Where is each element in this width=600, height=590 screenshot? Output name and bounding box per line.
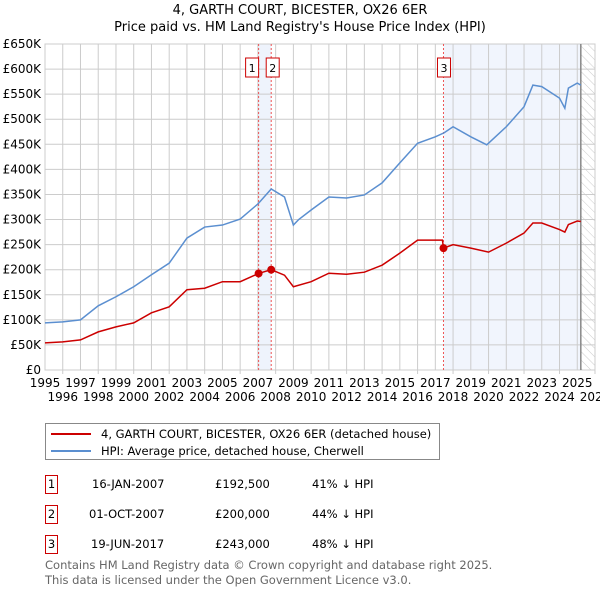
y-tick-label: £200K	[3, 263, 43, 277]
sale-point	[254, 269, 263, 278]
x-tick-label: 2013	[349, 376, 380, 390]
x-tick-label: 2024	[544, 390, 575, 404]
sale-point	[267, 265, 276, 274]
sale-row: 2 01-OCT-2007 £200,000 44% ↓ HPI	[45, 505, 405, 525]
sale-label: 1	[249, 62, 256, 75]
y-tick-label: £600K	[3, 62, 43, 76]
sale-row: 1 16-JAN-2007 £192,500 41% ↓ HPI	[45, 475, 405, 495]
chart-subtitle: Price paid vs. HM Land Registry's House …	[114, 20, 486, 35]
sale-label-box	[436, 57, 451, 78]
x-tick-label: 2023	[527, 376, 558, 390]
sale-price: £192,500	[215, 477, 270, 491]
x-tick-label: 2010	[296, 390, 327, 404]
x-tick-label: 2008	[260, 390, 291, 404]
legend-label: 4, GARTH COURT, BICESTER, OX26 6ER (deta…	[101, 426, 432, 441]
sale-label-box	[265, 57, 280, 78]
y-tick-label: £250K	[3, 238, 43, 252]
footer-license: This data is licensed under the Open Gov…	[45, 573, 412, 587]
x-tick-label: 1996	[47, 390, 78, 404]
x-tick-label: 2000	[118, 390, 149, 404]
sale-date: 01-OCT-2007	[89, 507, 165, 521]
legend-swatch-blue	[51, 449, 91, 452]
x-tick-label: 1999	[101, 376, 132, 390]
footer-copyright: Contains HM Land Registry data © Crown c…	[45, 558, 493, 572]
series-line	[44, 82, 582, 324]
y-tick-label: £650K	[3, 37, 43, 51]
sale-point	[439, 244, 448, 253]
x-tick-label: 2002	[154, 390, 185, 404]
x-tick-label: 2014	[367, 390, 398, 404]
sale-label: 2	[269, 62, 276, 75]
y-tick-label: £100K	[3, 313, 43, 327]
x-tick-label: 2018	[438, 390, 469, 404]
legend-item-property: 4, GARTH COURT, BICESTER, OX26 6ER (deta…	[51, 425, 431, 442]
legend: 4, GARTH COURT, BICESTER, OX26 6ER (deta…	[45, 423, 441, 460]
x-tick-label: 2015	[385, 376, 416, 390]
x-tick-label: 2007	[243, 376, 274, 390]
x-tick-label: 2009	[278, 376, 309, 390]
x-tick-label: 2006	[225, 390, 256, 404]
chart-title: 4, GARTH COURT, BICESTER, OX26 6ER	[172, 3, 428, 18]
y-tick-label: £550K	[3, 87, 43, 101]
highlight-band	[258, 44, 272, 370]
sale-price: £200,000	[215, 507, 270, 521]
sale-number: 3	[45, 535, 58, 554]
plot-area: £0 £50K £100K £150K £200K £250K £300K £350K £400…	[3, 37, 600, 404]
x-tick-label: 2001	[136, 376, 167, 390]
sale-date: 16-JAN-2007	[92, 477, 165, 491]
x-tick-label: 1998	[83, 390, 114, 404]
legend-swatch-red	[51, 432, 91, 435]
x-tick-label: 1997	[65, 376, 96, 390]
legend-label: HPI: Average price, detached house, Cher…	[101, 443, 364, 458]
sale-hpi: 41% ↓ HPI	[312, 477, 374, 491]
y-tick-label: £300K	[3, 213, 43, 227]
y-tick-label: £500K	[3, 112, 43, 126]
legend-item-hpi: HPI: Average price, detached house, Cher…	[51, 442, 431, 459]
sale-row: 3 19-JUN-2017 £243,000 48% ↓ HPI	[45, 535, 405, 555]
x-tick-label: 2003	[172, 376, 203, 390]
series-line	[44, 220, 581, 344]
y-tick-label: £150K	[3, 288, 43, 302]
y-tick-label: £50K	[10, 338, 42, 352]
sale-number: 1	[45, 475, 58, 494]
y-tick-label: £400K	[3, 162, 43, 176]
sale-label-box	[245, 57, 260, 78]
x-tick-label: 2021	[491, 376, 522, 390]
plot-border	[44, 43, 596, 371]
highlight-band	[443, 44, 581, 370]
sale-hpi: 44% ↓ HPI	[312, 507, 374, 521]
x-tick-label: 2012	[331, 390, 362, 404]
y-tick-label: £0	[26, 363, 41, 377]
x-tick-label: 2016	[402, 390, 433, 404]
sale-number: 2	[45, 505, 58, 524]
forecast-hatch	[580, 44, 595, 370]
y-tick-label: £450K	[3, 137, 43, 151]
x-tick-label: 2005	[207, 376, 238, 390]
sale-label: 3	[440, 62, 447, 75]
x-tick-label: 1995	[30, 376, 61, 390]
x-tick-label: 2025	[562, 376, 593, 390]
x-tick-label: 2020	[473, 390, 504, 404]
x-tick-label: 2019	[456, 376, 487, 390]
x-tick-label: 2004	[189, 390, 220, 404]
sale-hpi: 48% ↓ HPI	[312, 537, 374, 551]
x-tick-label: 2026	[580, 390, 600, 404]
sale-date: 19-JUN-2017	[91, 537, 165, 551]
x-tick-label: 2022	[509, 390, 540, 404]
sale-price: £243,000	[215, 537, 270, 551]
x-tick-label: 2017	[420, 376, 451, 390]
x-tick-label: 2011	[314, 376, 345, 390]
y-tick-label: £350K	[3, 187, 43, 201]
